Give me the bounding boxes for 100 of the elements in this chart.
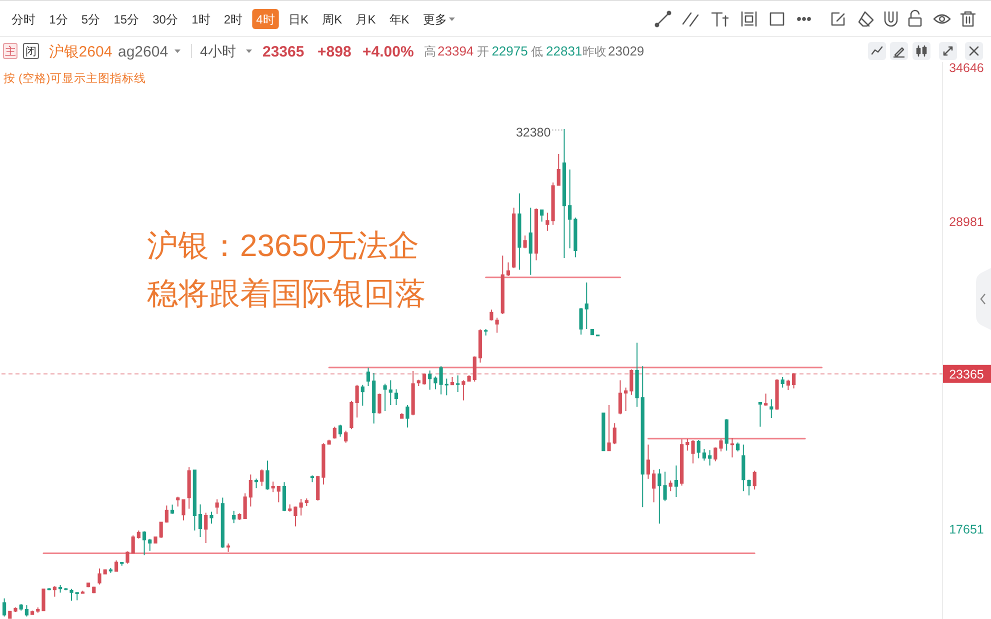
candlestick <box>80 590 84 594</box>
text: 更多 <box>422 12 447 26</box>
candlestick <box>372 372 376 424</box>
text: 23394 <box>438 44 474 59</box>
candlestick <box>770 398 774 419</box>
candlestick <box>14 606 18 612</box>
text: 23029 <box>608 44 644 59</box>
candlestick <box>411 370 415 416</box>
ref-line-label: 23365 <box>949 367 984 382</box>
candlestick <box>523 235 527 249</box>
candlestick <box>126 550 130 564</box>
candlestick <box>344 430 348 444</box>
candlestick <box>747 479 751 496</box>
candlestick <box>388 380 392 406</box>
text: 年K <box>389 12 410 26</box>
chart-subtitle: ag2604 <box>118 43 168 60</box>
candlestick <box>416 379 420 386</box>
candlestick <box>686 438 690 452</box>
candlestick <box>618 380 622 415</box>
candlestick <box>2 598 6 618</box>
candlestick <box>444 378 448 396</box>
y-tick-label: 34646 <box>949 60 984 75</box>
candlestick <box>383 383 387 412</box>
text: 4时 <box>256 12 275 26</box>
candlestick <box>288 504 292 512</box>
candlestick <box>584 282 588 330</box>
candlestick <box>428 370 432 390</box>
candlestick <box>170 504 174 514</box>
candlestick <box>198 504 202 538</box>
text: 1时 <box>192 12 210 26</box>
candlestick <box>248 474 252 508</box>
candlestick <box>540 208 544 222</box>
candlestick <box>640 366 644 508</box>
annotation: 沪银：23650无法企稳将跟着国际银回落 <box>147 228 426 311</box>
candlestick <box>154 536 158 544</box>
candlestick <box>294 506 298 527</box>
candlestick <box>702 448 706 462</box>
candlestick <box>568 169 572 249</box>
candlestick <box>266 460 270 490</box>
text: 23365 <box>262 43 304 60</box>
candlestick <box>696 440 700 459</box>
candlestick <box>495 317 499 334</box>
candlestick <box>19 604 23 612</box>
candlestick <box>366 367 370 386</box>
candlestick <box>780 376 784 388</box>
text: 2时 <box>224 12 243 26</box>
candlestick <box>708 450 712 466</box>
candlestick <box>355 384 359 418</box>
text: 4小时 <box>200 43 236 60</box>
candlestick <box>724 418 728 452</box>
candlestick <box>579 308 583 336</box>
candlestick <box>456 374 460 392</box>
text: 昨收 <box>582 44 606 58</box>
text: 30分 <box>152 12 178 26</box>
candlestick <box>752 470 756 490</box>
candlestick <box>75 592 79 601</box>
candlestick <box>226 543 230 552</box>
candlestick <box>254 478 258 489</box>
candlestick <box>310 474 314 483</box>
candlestick <box>322 442 326 486</box>
text: 月K <box>356 12 376 26</box>
candlestick <box>64 588 68 591</box>
candlestick <box>674 465 678 498</box>
candlestick <box>260 468 264 486</box>
candlestick <box>24 604 28 618</box>
candlestick <box>434 376 438 390</box>
candlestick <box>350 400 354 430</box>
candlestick <box>484 328 488 336</box>
candlestick <box>792 372 796 389</box>
candlestick <box>182 498 186 521</box>
candlestick <box>506 262 510 276</box>
candlestick <box>467 374 471 382</box>
candlestick <box>176 496 180 508</box>
candlestick <box>271 481 275 493</box>
candlestick <box>775 378 779 410</box>
candlestick <box>142 530 146 556</box>
text: 日K <box>288 12 308 26</box>
text: 低 <box>531 44 543 58</box>
text: 分时 <box>12 12 36 26</box>
candlestick <box>556 154 560 186</box>
text: 22831 <box>546 44 582 59</box>
candlestick <box>758 402 762 428</box>
candlestick <box>232 510 236 524</box>
candlestick <box>30 610 34 616</box>
candlestick <box>450 376 454 386</box>
candlestick <box>215 498 219 514</box>
candlestick <box>730 438 734 458</box>
text: 主 <box>4 45 16 58</box>
candlestick <box>635 342 639 408</box>
candlestick <box>719 438 723 452</box>
candlestick <box>663 471 667 502</box>
candlestick <box>42 588 46 612</box>
candlestick <box>86 582 90 588</box>
text: 高 <box>424 44 436 58</box>
text: +898 <box>318 43 352 60</box>
candlestick <box>612 422 616 445</box>
candlestick <box>658 468 662 524</box>
text: 15分 <box>114 12 140 26</box>
candlestick <box>546 212 550 232</box>
text: 开 <box>477 44 489 58</box>
